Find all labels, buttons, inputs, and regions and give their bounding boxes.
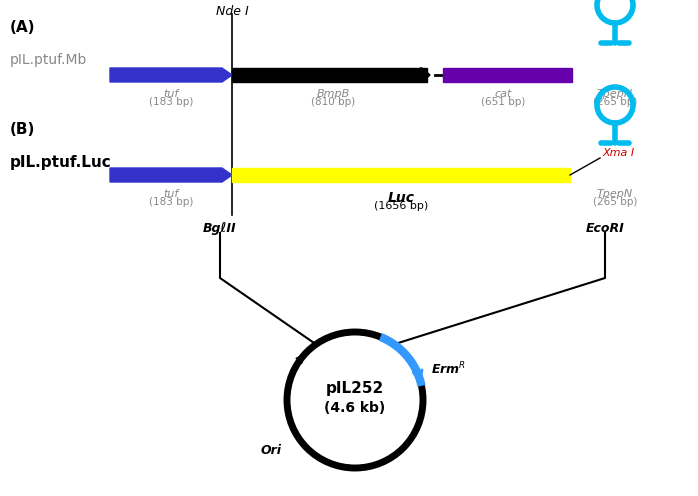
Text: TpepN: TpepN [597, 189, 633, 199]
Text: (265 bp): (265 bp) [593, 97, 637, 107]
Bar [443, 68, 572, 82]
Text: EcoRI: EcoRI [586, 222, 625, 235]
Bar [232, 68, 427, 82]
Text: (265 bp): (265 bp) [593, 197, 637, 207]
Text: TpepN: TpepN [597, 89, 633, 99]
Text: Ori: Ori [261, 444, 282, 457]
Text: tuf: tuf [163, 89, 179, 99]
Text: (651 bp): (651 bp) [482, 97, 526, 107]
Text: Luc: Luc [387, 191, 415, 205]
Text: (1656 bp): (1656 bp) [374, 201, 428, 211]
FancyArrow shape [420, 68, 430, 82]
Text: (810 bp): (810 bp) [311, 97, 355, 107]
Text: (183 bp): (183 bp) [149, 197, 193, 207]
Text: (A): (A) [10, 20, 36, 36]
Text: BmpB: BmpB [317, 89, 350, 99]
Text: (4.6 kb): (4.6 kb) [325, 401, 385, 415]
Text: (183 bp): (183 bp) [149, 97, 193, 107]
Text: (B): (B) [10, 123, 36, 137]
Text: Erm$^R$: Erm$^R$ [431, 361, 466, 377]
Text: BgℓII: BgℓII [203, 222, 237, 235]
Text: pIL.ptuf.Mb: pIL.ptuf.Mb [10, 53, 87, 67]
Text: Xma I: Xma I [602, 148, 634, 158]
Text: pIL252: pIL252 [326, 380, 384, 395]
Bar [232, 168, 570, 182]
FancyArrow shape [110, 168, 232, 182]
Text: Nde I: Nde I [216, 5, 248, 18]
Text: cat: cat [495, 89, 512, 99]
Text: tuf: tuf [163, 189, 179, 199]
FancyArrow shape [110, 68, 232, 82]
Text: pIL.ptuf.Luc: pIL.ptuf.Luc [10, 156, 112, 171]
